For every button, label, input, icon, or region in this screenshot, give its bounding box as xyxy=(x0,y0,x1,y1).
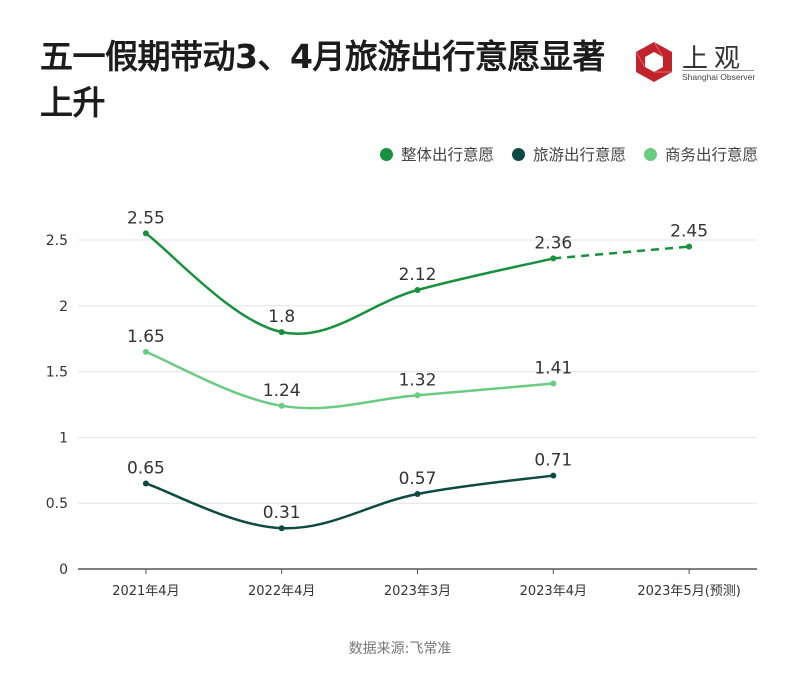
data-point xyxy=(142,230,149,237)
legend-item-overall: 整体出行意愿 xyxy=(379,143,494,165)
legend-item-business: 商务出行意愿 xyxy=(643,143,758,165)
legend-item-tourism: 旅游出行意愿 xyxy=(511,143,626,165)
y-tick-label: 0.5 xyxy=(46,496,68,512)
y-tick-label: 1.5 xyxy=(46,365,68,381)
legend-dot-tourism xyxy=(511,147,525,161)
data-label: 1.65 xyxy=(127,327,165,347)
legend-dot-overall xyxy=(379,147,393,161)
data-label: 0.65 xyxy=(127,458,165,478)
legend-label-overall: 整体出行意愿 xyxy=(400,146,494,164)
y-tick-label: 2.5 xyxy=(46,233,68,249)
data-label: 2.45 xyxy=(670,222,708,242)
data-point xyxy=(142,480,149,487)
hexagon-logo-icon xyxy=(635,41,672,82)
chart-title: 五一假期带动3、4月旅游出行意愿显著上升 xyxy=(40,37,605,122)
data-point xyxy=(414,490,421,497)
data-label: 1.32 xyxy=(399,370,437,390)
logo-divider xyxy=(682,70,754,71)
logo-english-text: Shanghai Observer xyxy=(682,72,756,82)
legend-dot-business xyxy=(643,147,657,161)
series-forecast-line-0 xyxy=(553,245,690,260)
data-label: 0.71 xyxy=(534,451,572,471)
shanghai-observer-logo: 上观 Shanghai Observer xyxy=(632,40,762,84)
series-line-2 xyxy=(145,350,554,410)
data-point xyxy=(278,329,285,336)
y-tick-label: 0 xyxy=(59,562,68,578)
data-point xyxy=(550,255,557,262)
data-point xyxy=(550,472,557,479)
data-label: 0.31 xyxy=(263,503,301,523)
logo-chinese-text: 上观 xyxy=(682,44,747,74)
x-tick-label: 2021年4月 xyxy=(112,584,179,599)
chart-legend: 整体出行意愿 旅游出行意愿 商务出行意愿 xyxy=(379,143,758,165)
data-label: 2.12 xyxy=(399,265,437,285)
data-label: 2.55 xyxy=(127,208,165,228)
series-line-0 xyxy=(145,232,554,335)
legend-label-tourism: 旅游出行意愿 xyxy=(532,146,626,164)
series-line-1 xyxy=(145,474,554,530)
data-point xyxy=(278,525,285,532)
legend-label-business: 商务出行意愿 xyxy=(664,146,758,164)
data-label: 0.57 xyxy=(399,469,437,489)
x-tick-label: 2023年5月(预测) xyxy=(637,584,741,599)
data-label: 1.41 xyxy=(534,358,572,378)
data-point xyxy=(550,380,557,387)
data-source: 数据来源:飞常准 xyxy=(348,641,452,657)
data-label: 1.8 xyxy=(268,307,295,327)
x-tick-label: 2023年3月 xyxy=(384,584,451,599)
x-tick-label: 2022年4月 xyxy=(248,584,315,599)
data-point xyxy=(414,392,421,399)
data-point xyxy=(278,402,285,409)
x-tick-label: 2023年4月 xyxy=(520,584,587,599)
data-label: 1.24 xyxy=(263,381,301,401)
data-point xyxy=(414,287,421,294)
data-label: 2.36 xyxy=(534,233,572,253)
data-point xyxy=(142,348,149,355)
data-point xyxy=(686,243,693,250)
y-tick-label: 1 xyxy=(59,430,68,446)
y-tick-label: 2 xyxy=(59,299,68,315)
